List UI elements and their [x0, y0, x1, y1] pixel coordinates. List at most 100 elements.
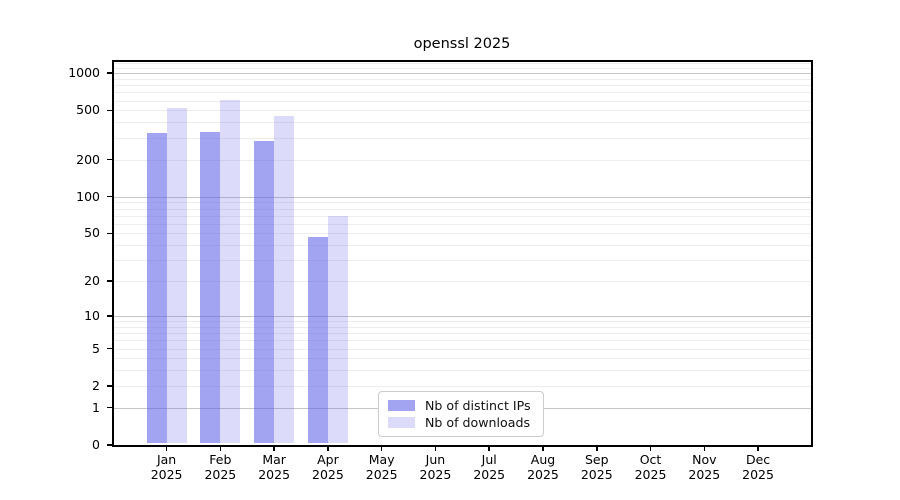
x-axis-tick [380, 446, 383, 451]
x-tick-label-year: 2025 [150, 467, 183, 482]
y-axis-tick [106, 195, 112, 198]
y-axis-tick [106, 406, 112, 409]
minor-gridline [113, 159, 811, 161]
x-tick-label: Nov 2025 [672, 452, 736, 482]
bar-nb-of-downloads-jan [166, 107, 187, 443]
x-tick-label-month: Mar [262, 452, 286, 467]
x-tick-label: Apr 2025 [296, 452, 360, 482]
x-tick-label-year: 2025 [204, 467, 237, 482]
x-tick-label-year: 2025 [742, 467, 774, 482]
x-axis-tick [488, 446, 490, 451]
x-axis-tick [757, 446, 759, 451]
x-tick-label: Oct 2025 [619, 452, 683, 482]
minor-gridline [113, 326, 811, 328]
y-tick-label: 50 [84, 225, 100, 241]
x-tick-label: Dec 2025 [726, 452, 790, 482]
legend-swatch-nb-of-distinct-ips [388, 400, 415, 411]
x-tick-label: May 2025 [350, 452, 414, 482]
major-gridline [113, 196, 811, 198]
y-axis-tick [106, 72, 112, 75]
minor-gridline [113, 215, 811, 217]
legend: Nb of distinct IPs Nb of downloads [378, 390, 544, 437]
bar-nb-of-distinct-ips-jan [146, 132, 167, 443]
x-tick-label-month: Apr [317, 452, 339, 467]
y-tick-label: 1 [92, 399, 100, 415]
x-tick-label-month: Dec [745, 452, 771, 467]
x-tick-label-month: Nov [692, 452, 717, 467]
minor-gridline [113, 281, 811, 283]
x-tick-label-month: Aug [530, 452, 556, 467]
y-axis-tick [106, 444, 112, 446]
legend-item: Nb of distinct IPs [388, 398, 534, 414]
major-gridline [113, 73, 811, 75]
minor-gridline [113, 63, 811, 65]
bar-nb-of-downloads-feb [220, 100, 241, 443]
x-tick-label-month: Oct [639, 452, 662, 467]
y-tick-label: 500 [76, 102, 100, 118]
minor-gridline [113, 321, 811, 323]
legend-swatch-nb-of-downloads [388, 417, 415, 428]
legend-item: Nb of downloads [388, 415, 534, 431]
y-axis-tick [106, 109, 112, 112]
x-tick-label-year: 2025 [365, 467, 398, 482]
bar-nb-of-distinct-ips-apr [307, 236, 328, 443]
y-tick-label: 20 [84, 273, 100, 289]
minor-gridline [113, 92, 811, 94]
y-tick-label: 10 [84, 307, 100, 323]
x-tick-label-year: 2025 [419, 467, 452, 482]
x-axis-tick [273, 446, 275, 451]
y-tick-label: 100 [76, 188, 100, 204]
minor-gridline [113, 245, 811, 247]
chart-title: openssl 2025 [413, 36, 511, 52]
y-tick-label: 200 [76, 151, 100, 167]
x-tick-label-year: 2025 [580, 467, 613, 482]
minor-gridline [113, 68, 811, 70]
bar-nb-of-downloads-mar [274, 116, 295, 443]
x-tick-label-month: Jun [425, 452, 446, 467]
x-tick-label: Jan 2025 [135, 452, 199, 482]
minor-gridline [113, 208, 811, 210]
x-axis-tick [434, 446, 437, 451]
y-axis-tick [106, 385, 112, 387]
x-tick-label-year: 2025 [473, 467, 506, 482]
x-tick-label: Jun 2025 [403, 452, 467, 482]
y-axis-tick [106, 315, 112, 317]
minor-gridline [113, 333, 811, 335]
y-axis-tick [106, 158, 112, 161]
plot-area [111, 59, 813, 447]
minor-gridline [113, 85, 811, 87]
x-axis-tick [327, 446, 329, 451]
minor-gridline [113, 223, 811, 225]
x-tick-label: Aug 2025 [511, 452, 575, 482]
legend-label: Nb of distinct IPs [425, 398, 531, 413]
x-tick-label-year: 2025 [634, 467, 667, 482]
x-tick-label-year: 2025 [527, 467, 559, 482]
x-tick-label-month: Feb [209, 452, 232, 467]
minor-gridline [113, 385, 811, 387]
x-axis-tick [542, 446, 544, 451]
bar-nb-of-distinct-ips-feb [200, 131, 221, 443]
minor-gridline [113, 348, 811, 350]
minor-gridline [113, 260, 811, 262]
minor-gridline [113, 100, 811, 102]
major-gridline [113, 315, 811, 317]
x-tick-label: Jul 2025 [457, 452, 521, 482]
y-tick-label: 1000 [68, 65, 100, 81]
minor-gridline [113, 233, 811, 235]
bar-nb-of-distinct-ips-mar [254, 140, 275, 443]
x-axis-tick [703, 446, 706, 451]
legend-label: Nb of downloads [425, 415, 531, 430]
y-axis-tick [106, 280, 112, 282]
minor-gridline [113, 110, 811, 112]
x-tick-label-month: Jul [481, 452, 497, 467]
y-axis-tick [106, 232, 112, 235]
x-tick-label-year: 2025 [688, 467, 721, 482]
minor-gridline [113, 370, 811, 372]
x-tick-label-month: Jan [156, 452, 177, 467]
minor-gridline [113, 358, 811, 360]
minor-gridline [113, 78, 811, 80]
y-axis-tick [106, 347, 112, 350]
minor-gridline [113, 202, 811, 204]
y-tick-label: 0 [92, 437, 100, 452]
